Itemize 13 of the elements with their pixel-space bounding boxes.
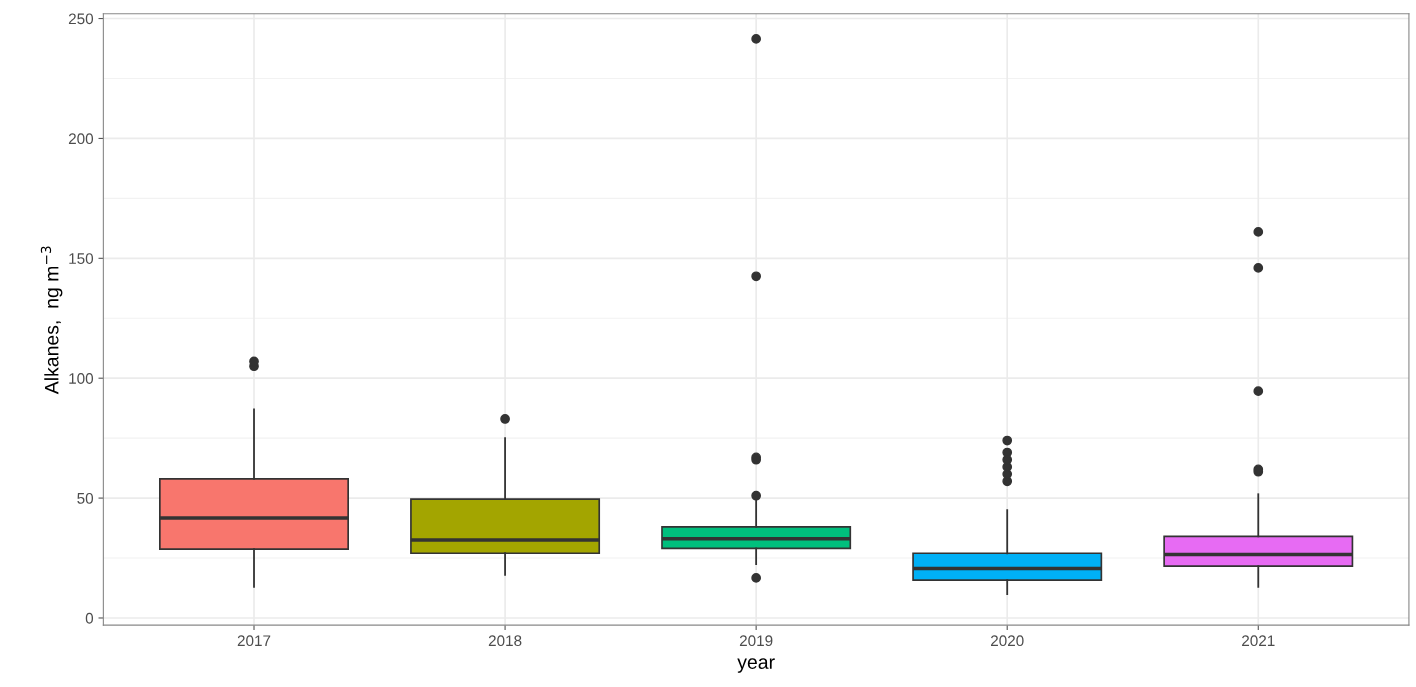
x-tick-label: 2020 (990, 635, 1024, 647)
x-tick-label: 2019 (739, 635, 773, 647)
y-tick-label: 200 (68, 133, 94, 145)
y-tick-label: 100 (69, 373, 94, 384)
x-tick-label: 2018 (488, 635, 522, 647)
y-tick-label: 0 (85, 612, 94, 624)
y-axis-title: Alkanes, ng m$^{−3}$ (40, 246, 63, 395)
x-tick-label: 2017 (237, 635, 271, 647)
y-tick-label: 250 (68, 13, 94, 25)
y-tick-label: 50 (77, 492, 94, 504)
y-tick-label: 150 (69, 253, 94, 264)
x-axis-title: year (737, 658, 775, 673)
x-tick-label: 2021 (1242, 635, 1275, 647)
